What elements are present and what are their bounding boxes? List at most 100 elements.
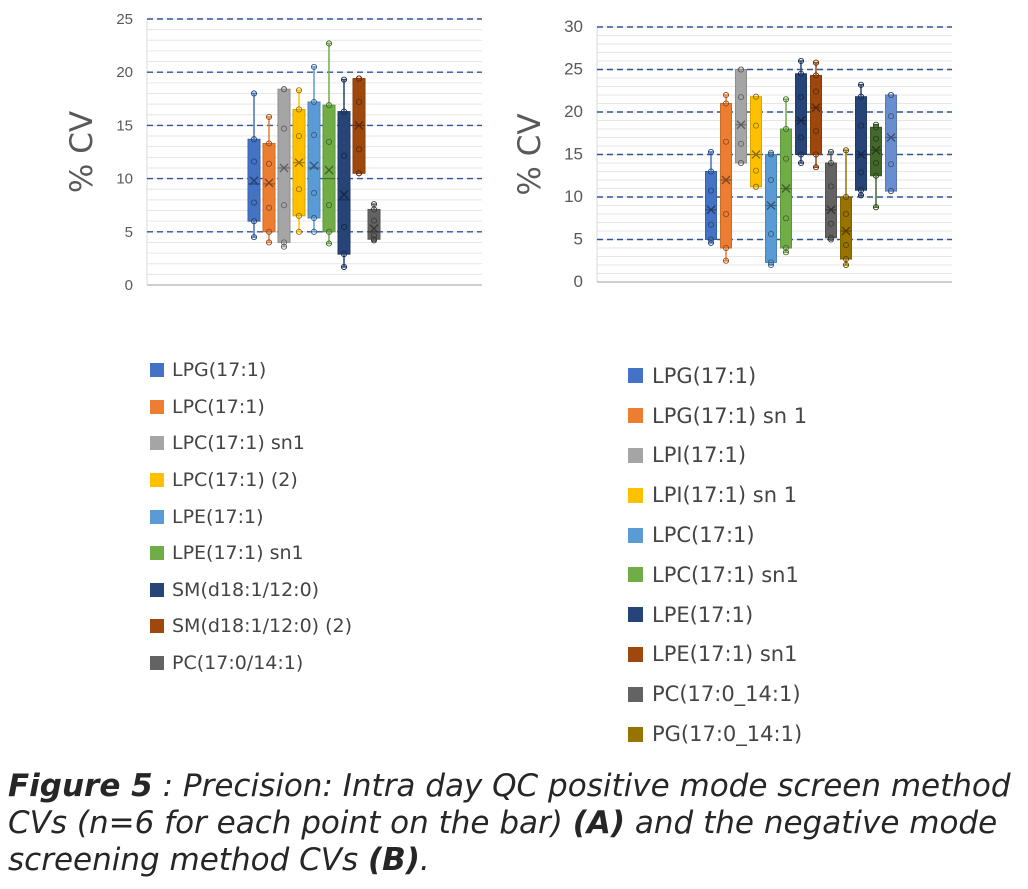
data-point [340,108,348,115]
figure-caption: Figure 5 : Precision: Intra day QC posit… [8,768,1023,879]
y-tick-label: 25 [116,11,133,28]
legend-label: LPE(17:1) [652,602,754,627]
y-tick-label: 15 [116,117,133,134]
legend-swatch [150,473,164,488]
mean-marker [339,190,349,200]
data-point [887,161,895,168]
data-point [887,91,895,99]
box-plot-series [367,201,381,244]
data-point [872,124,880,131]
legend-item: LPG(17:1) [150,352,352,389]
legend-swatch [628,527,643,543]
data-point [767,151,775,158]
legend-b: LPG(17:1) LPG(17:1) sn 1 LPI(17:1) LPI(17:1… [628,356,807,754]
legend-item: LPC(17:1) (2) [150,462,352,499]
data-point [752,167,760,174]
data-point [295,228,303,235]
box-plot-series [870,121,882,211]
data-point [722,91,730,99]
legend-swatch [150,619,164,634]
data-point [872,159,880,167]
legend-item: LPE(17:1) sn1 [150,535,352,572]
box-plot-series [262,113,276,246]
legend-label: LPI(17:1) [652,443,747,468]
box-plot-series [885,91,897,195]
legend-label: PC(17:0_14:1) [652,682,801,707]
legend-item: LPI(17:1) sn 1 [628,475,807,515]
data-point [370,217,378,224]
data-point [737,66,745,73]
data-point [325,228,333,235]
data-point [250,136,258,143]
y-tick-label: 30 [564,17,583,36]
data-point [265,113,273,120]
data-point [797,159,805,167]
mean-marker [781,184,791,193]
data-point [842,210,850,218]
box-iqr [855,96,867,191]
caption-label-a: (A) [572,805,626,841]
mean-marker [294,158,304,168]
box-plot-series [277,86,291,250]
data-point [767,176,775,184]
box-iqr [705,171,717,240]
data-point [250,158,258,165]
box-plot-series [750,93,762,190]
caption-text-1: : Precision: Intra day QC positive mode … [8,768,1011,841]
legend-label: LPI(17:1) sn 1 [652,483,798,508]
legend-swatch [628,487,643,503]
legend-item: LPC(17:1) [628,515,807,555]
data-point [707,148,715,155]
data-point [767,149,775,156]
data-point [887,113,895,120]
data-point [827,220,835,227]
mean-marker [886,133,896,142]
data-point [707,221,715,228]
data-point [310,98,318,106]
mean-marker [249,176,259,186]
mean-marker [826,205,836,215]
data-point [812,72,820,79]
legend-item: LPE(17:1) sn1 [628,635,807,675]
legend-label: LPE(17:1) [172,505,264,528]
data-point [370,236,378,243]
data-point [782,244,790,252]
legend-swatch [628,686,643,702]
data-point [265,228,273,235]
legend-swatch [150,363,164,378]
data-point [295,186,303,193]
legend-swatch [628,567,643,583]
legend-swatch [628,447,643,463]
legend-label: LPC(17:1) [172,395,265,418]
box-iqr [795,73,807,155]
box-plot-series [840,147,852,269]
y-tick-label: 20 [564,102,583,121]
mean-marker [309,161,319,171]
legend-swatch [628,646,643,662]
data-point [370,201,378,208]
data-point [812,151,820,158]
mean-marker [279,163,289,173]
y-tick-label: 10 [564,187,583,206]
data-point [842,261,850,269]
data-point [782,96,790,103]
y-tick-label: 10 [116,171,133,188]
data-point [842,241,850,249]
legend-label: SM(d18:1/12:0) [172,578,320,601]
mean-marker [841,226,851,236]
data-point [325,138,333,145]
mean-marker [721,175,731,185]
data-point [722,244,730,252]
mean-marker [766,201,776,210]
data-point [872,172,880,179]
legend-item: LPE(17:1) [150,498,352,535]
data-point [872,204,880,211]
data-point [250,234,258,241]
mean-marker [811,103,821,113]
legend-item: LPE(17:1) [628,595,807,635]
data-point [827,183,835,190]
legend-label: LPG(17:1) [172,359,267,382]
data-point [310,63,318,70]
chart-a: 0 5 10 15 20 25 % CV [64,11,482,294]
data-point [782,249,790,256]
